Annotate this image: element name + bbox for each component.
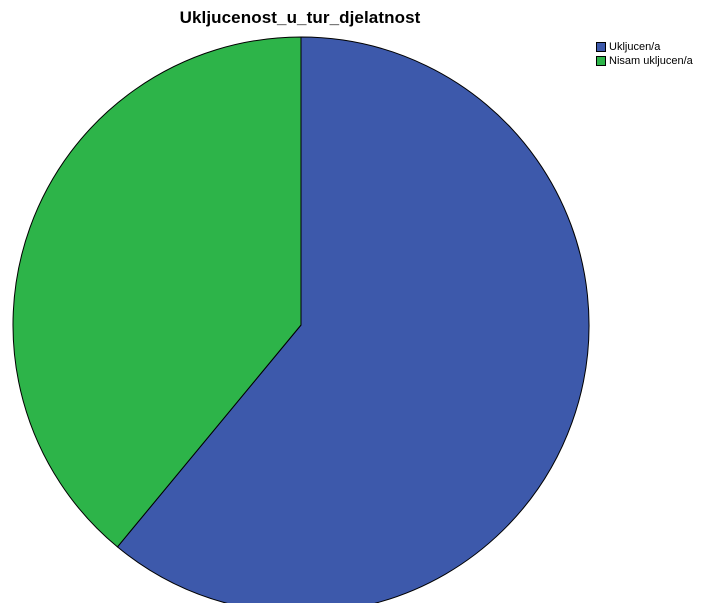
chart-title: Ukljucenost_u_tur_djelatnost [179, 8, 421, 27]
pie-slice-1 [12, 36, 302, 548]
legend: Ukljucen/a Nisam ukljucen/a [596, 40, 693, 68]
legend-label-nisam-ukljucen: Nisam ukljucen/a [609, 54, 693, 67]
legend-item-ukljucen: Ukljucen/a [596, 40, 693, 53]
legend-swatch-ukljucen [596, 41, 606, 52]
legend-item-nisam-ukljucen: Nisam ukljucen/a [596, 54, 693, 67]
legend-swatch-nisam-ukljucen [596, 55, 606, 66]
pie-slice-0 [116, 36, 590, 603]
legend-label-ukljucen: Ukljucen/a [609, 40, 661, 53]
